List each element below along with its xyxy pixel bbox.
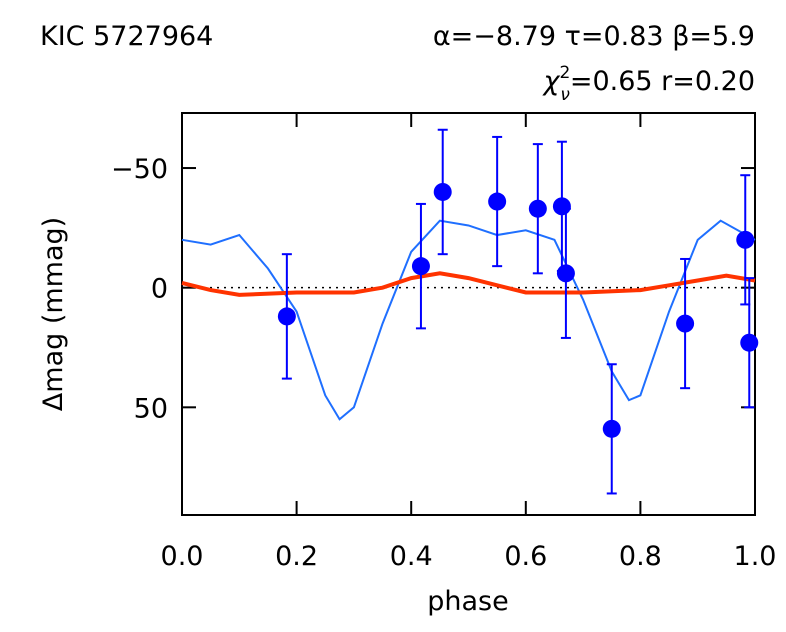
chi: χ bbox=[542, 66, 561, 97]
x-tick-label: 0.8 bbox=[619, 541, 662, 572]
data-point bbox=[676, 314, 695, 333]
y-tick-label: 0 bbox=[151, 274, 168, 305]
annotation: α=−8.79 τ=0.83 β=5.9 bbox=[433, 21, 755, 52]
y-tick-label: 50 bbox=[134, 393, 168, 424]
chart-title: KIC 5727964 bbox=[40, 21, 213, 52]
data-point bbox=[740, 333, 759, 352]
data-point bbox=[433, 182, 452, 201]
stats: =0.65 r=0.20 bbox=[570, 66, 755, 97]
x-tick-label: 0.0 bbox=[161, 541, 204, 572]
model-curve bbox=[181, 219, 756, 421]
data-point bbox=[528, 199, 547, 218]
x-axis-label: phase bbox=[427, 586, 508, 617]
data-point bbox=[602, 419, 621, 438]
data-point bbox=[411, 257, 430, 276]
data-point bbox=[552, 197, 571, 216]
x-tick-label: 0.2 bbox=[275, 541, 318, 572]
y-tick-label: −50 bbox=[111, 154, 168, 185]
data-point bbox=[556, 264, 575, 283]
annotation: χ2 ν=0.65 r=0.20 bbox=[542, 63, 755, 105]
y-axis-label: Δmag (mmag) bbox=[38, 217, 69, 411]
x-tick-label: 0.4 bbox=[390, 541, 433, 572]
subscript: ν bbox=[560, 85, 570, 105]
x-tick-label: 1.0 bbox=[734, 541, 777, 572]
model-curve bbox=[181, 271, 756, 297]
data-point bbox=[736, 230, 755, 249]
data-point bbox=[277, 307, 296, 326]
superscript: 2 bbox=[560, 63, 571, 83]
data-point bbox=[488, 192, 507, 211]
plot-frame bbox=[181, 112, 756, 516]
x-tick-label: 0.6 bbox=[504, 541, 547, 572]
